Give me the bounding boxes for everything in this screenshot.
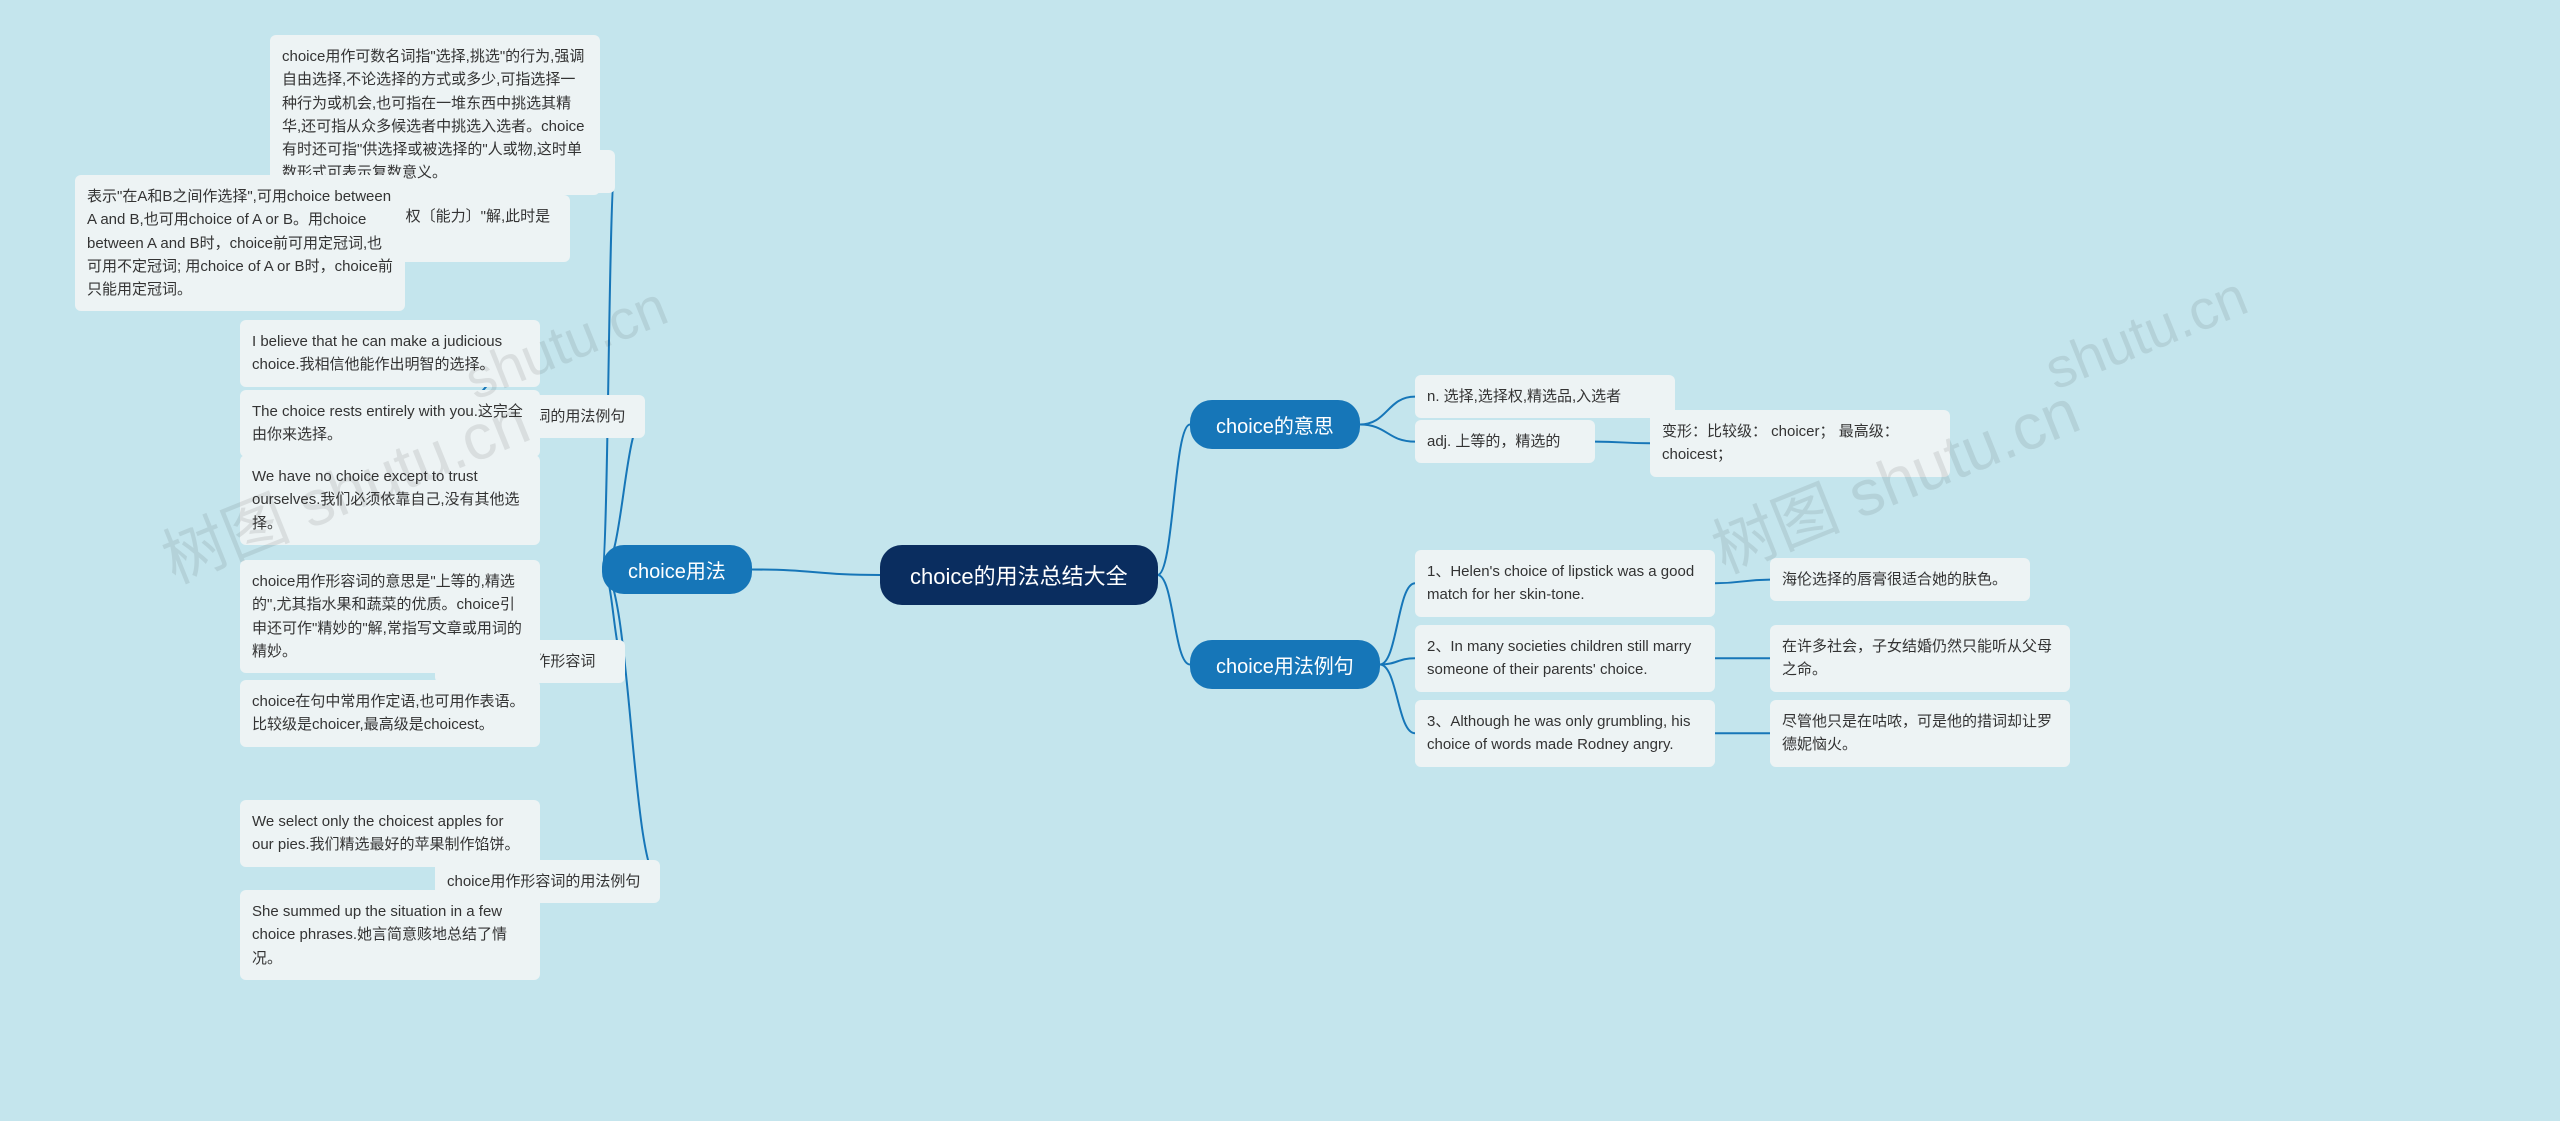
leaf-example-1: 1、Helen's choice of lipstick was a good …	[1415, 550, 1715, 617]
watermark: shutu.cn	[2036, 263, 2257, 403]
leaf-example-3-trans: 尽管他只是在咕哝，可是他的措词却让罗德妮恼火。	[1770, 700, 2070, 767]
leaf-noun-ex-2: The choice rests entirely with you.这完全由你…	[240, 390, 540, 457]
branch-meaning[interactable]: choice的意思	[1190, 400, 1360, 449]
leaf-adj-ex-1: We select only the choicest apples for o…	[240, 800, 540, 867]
leaf-noun-ex-1: I believe that he can make a judicious c…	[240, 320, 540, 387]
mindmap-canvas: choice的用法总结大全 choice的意思 n. 选择,选择权,精选品,入选…	[0, 0, 2560, 1121]
leaf-adj-desc-2: choice在句中常用作定语,也可用作表语。比较级是choicer,最高级是ch…	[240, 680, 540, 747]
leaf-example-2-trans: 在许多社会，子女结婚仍然只能听从父母之命。	[1770, 625, 2070, 692]
root-node[interactable]: choice的用法总结大全	[880, 545, 1158, 605]
leaf-noun-desc-2-detail: 表示"在A和B之间作选择",可用choice between A and B,也…	[75, 175, 405, 311]
leaf-meaning-adj: adj. 上等的，精选的	[1415, 420, 1595, 463]
branch-usage[interactable]: choice用法	[602, 545, 752, 594]
branch-examples[interactable]: choice用法例句	[1190, 640, 1380, 689]
leaf-meaning-noun: n. 选择,选择权,精选品,入选者	[1415, 375, 1675, 418]
leaf-adj-desc-1: choice用作形容词的意思是"上等的,精选的",尤其指水果和蔬菜的优质。cho…	[240, 560, 540, 673]
leaf-example-2: 2、In many societies children still marry…	[1415, 625, 1715, 692]
leaf-example-3: 3、Although he was only grumbling, his ch…	[1415, 700, 1715, 767]
leaf-example-1-trans: 海伦选择的唇膏很适合她的肤色。	[1770, 558, 2030, 601]
leaf-adj-ex-2: She summed up the situation in a few cho…	[240, 890, 540, 980]
leaf-meaning-adj-forms: 变形：比较级： choicer； 最高级： choicest；	[1650, 410, 1950, 477]
leaf-noun-desc-1: choice用作可数名词指"选择,挑选"的行为,强调自由选择,不论选择的方式或多…	[270, 35, 600, 195]
leaf-noun-ex-3: We have no choice except to trust oursel…	[240, 455, 540, 545]
